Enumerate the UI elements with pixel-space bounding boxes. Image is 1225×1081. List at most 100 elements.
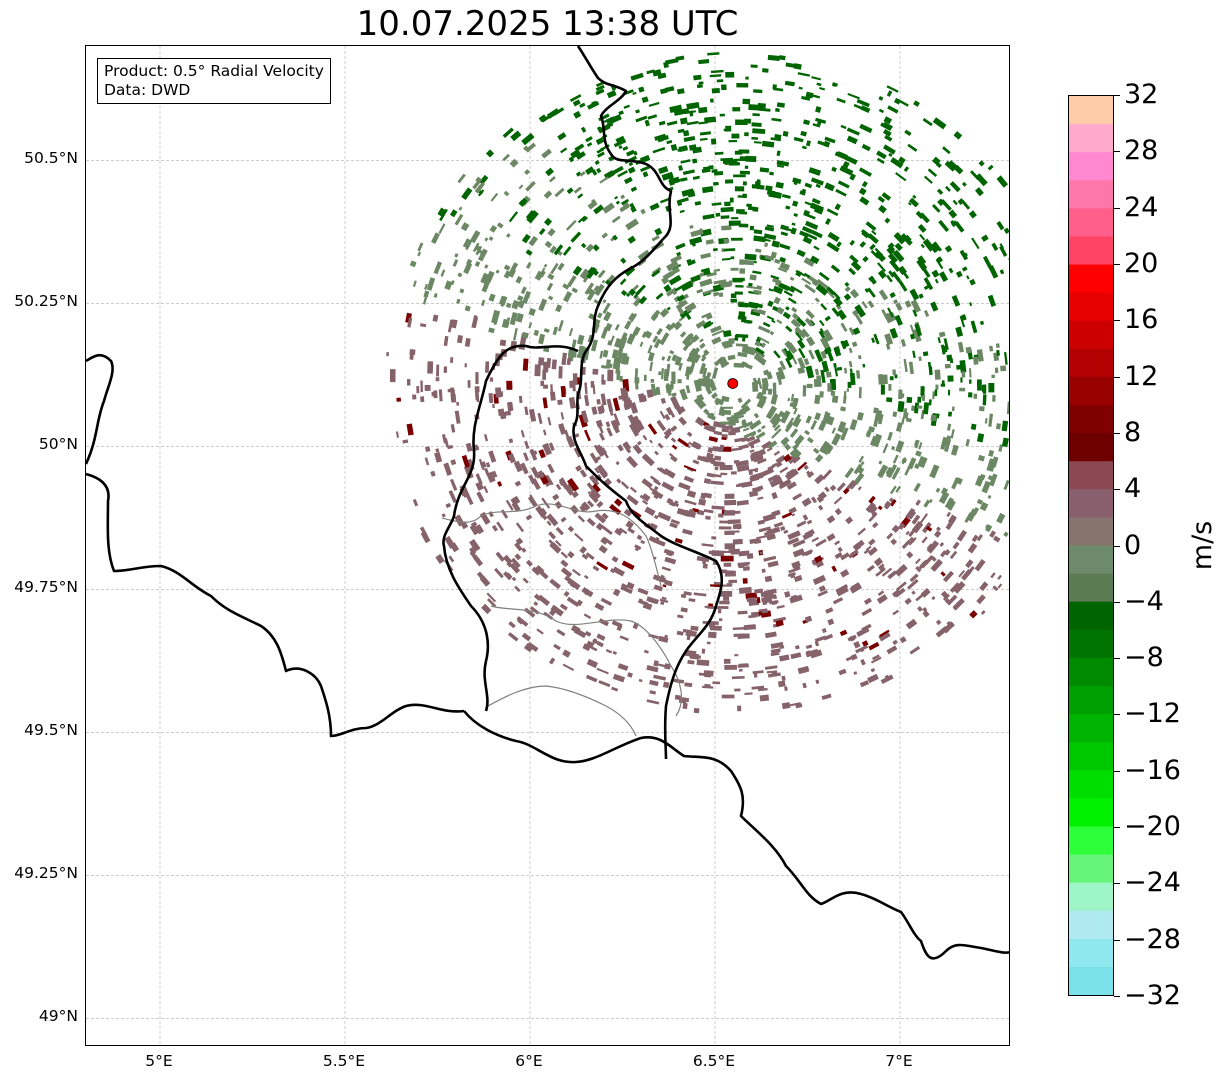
- radar-echo-cell: [936, 413, 940, 419]
- radar-echo-cell: [923, 499, 931, 508]
- radar-echo-cell: [803, 212, 816, 220]
- radar-echo-cell: [974, 187, 984, 197]
- radar-echo-cell: [789, 276, 795, 281]
- colorbar-tick-label: −12: [1124, 698, 1181, 730]
- radar-echo-cell: [769, 171, 774, 176]
- map-panel[interactable]: [85, 45, 1010, 1046]
- radar-echo-cell: [719, 590, 733, 597]
- radar-echo-cell: [801, 95, 811, 101]
- radar-echo-cell: [653, 584, 663, 592]
- radar-echo-cell: [619, 635, 629, 641]
- radar-echo-cell: [671, 444, 678, 450]
- radar-echo-cell: [940, 383, 946, 387]
- radar-echo-cell: [587, 200, 598, 210]
- radar-echo-cell: [747, 437, 761, 447]
- radar-echo-cell: [815, 106, 822, 113]
- radar-echo-cell: [472, 180, 481, 190]
- radar-echo-cell: [751, 685, 765, 690]
- radar-echo-cell: [627, 166, 636, 174]
- radar-echo-cell: [480, 299, 486, 307]
- radar-site-marker: [727, 378, 739, 389]
- radar-echo-cell: [509, 311, 518, 326]
- radar-echo-cell: [999, 243, 1005, 250]
- radar-echo-cell: [781, 193, 791, 199]
- radar-echo-cell: [915, 210, 924, 219]
- radar-echo-cell: [734, 654, 739, 657]
- radar-echo-cell: [968, 368, 972, 378]
- radar-echo-cell: [653, 338, 662, 349]
- radar-echo-cell: [626, 149, 635, 157]
- radar-echo-cell: [456, 401, 460, 406]
- radar-echo-cell: [850, 653, 858, 661]
- radar-echo-cell: [727, 519, 741, 525]
- radar-echo-cell: [908, 361, 914, 375]
- radar-echo-cell: [992, 585, 999, 592]
- radar-echo-cell: [911, 405, 916, 412]
- radar-echo-cell: [749, 449, 755, 453]
- radar-echo-cell: [900, 339, 907, 347]
- radar-echo-cell: [810, 496, 818, 504]
- radar-echo-cell: [603, 311, 612, 322]
- radar-echo-cell: [772, 84, 777, 90]
- radar-echo-cell: [839, 165, 854, 176]
- radar-echo-cell: [675, 242, 686, 250]
- radar-echo-cell: [602, 299, 607, 304]
- radar-echo-cell: [562, 283, 570, 290]
- radar-echo-cell: [695, 320, 707, 329]
- radar-echo-cell: [867, 287, 876, 298]
- radar-echo-cell: [567, 550, 575, 559]
- radar-echo-cell: [711, 329, 725, 337]
- radar-echo-cell: [884, 674, 890, 680]
- radar-echo-cell: [599, 350, 604, 359]
- radar-echo-cell: [794, 329, 803, 338]
- radar-echo-cell: [863, 548, 870, 555]
- radar-echo-cell: [764, 665, 778, 670]
- radar-echo-cell: [811, 280, 819, 287]
- radar-echo-cell: [926, 543, 933, 550]
- radar-echo-cell: [533, 593, 542, 601]
- radar-echo-cell: [785, 306, 790, 311]
- radar-echo-cell: [618, 527, 628, 535]
- radar-echo-cell: [898, 280, 908, 292]
- radar-echo-cell: [994, 367, 999, 374]
- radar-echo-cell: [739, 663, 749, 667]
- radar-echo-cell: [792, 200, 799, 207]
- radar-echo-cell: [708, 622, 716, 628]
- radar-echo-cell: [575, 464, 583, 472]
- radar-echo-cell: [542, 397, 548, 409]
- radar-echo-cell: [514, 542, 523, 552]
- radar-echo-cell: [488, 511, 494, 518]
- radar-echo-cell: [642, 499, 649, 505]
- radar-echo-cell: [602, 202, 615, 214]
- radar-echo-cell: [546, 357, 552, 369]
- radar-echo-cell: [718, 292, 724, 298]
- radar-echo-cell: [514, 480, 522, 487]
- radar-echo-cell: [878, 563, 885, 570]
- radar-echo-cell: [878, 289, 889, 301]
- colorbar-tick-mark: [1114, 996, 1120, 997]
- radar-echo-cell: [858, 455, 865, 463]
- radar-echo-cell: [822, 329, 834, 342]
- radar-echo-cell: [511, 576, 517, 582]
- radar-echo-cell: [558, 423, 567, 435]
- radar-echo-cell: [768, 407, 775, 415]
- colorbar-tick-mark: [1114, 432, 1120, 434]
- radar-echo-cell: [686, 490, 697, 499]
- radar-echo-cell: [528, 307, 536, 317]
- radar-echo-cell: [834, 508, 842, 516]
- radar-echo-cell: [883, 121, 894, 129]
- radar-echo-cell: [426, 277, 436, 291]
- radar-echo-cell: [865, 545, 872, 551]
- radar-echo-cell: [911, 590, 916, 595]
- radar-echo-cell: [614, 498, 623, 507]
- colorbar-tick-label: −4: [1124, 585, 1164, 617]
- radar-echo-cell: [720, 281, 731, 288]
- radar-echo-cell: [938, 219, 950, 233]
- radar-echo-cell: [624, 356, 630, 365]
- radar-echo-cell: [562, 246, 572, 256]
- radar-echo-cell: [723, 658, 731, 664]
- radar-echo-cell: [722, 341, 733, 349]
- radar-echo-cell: [857, 527, 867, 536]
- radar-echo-cell: [763, 233, 777, 240]
- radar-echo-cell: [694, 201, 702, 206]
